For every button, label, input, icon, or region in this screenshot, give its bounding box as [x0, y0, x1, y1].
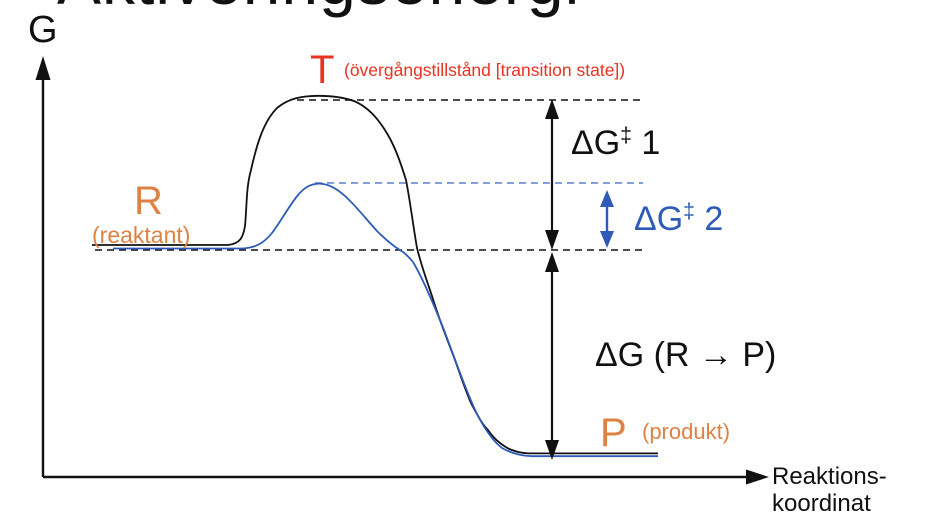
reactant-note: (reaktant) [92, 222, 191, 248]
reaction-energy-arrow [545, 252, 559, 460]
x-axis-label-line1: Reaktions- [772, 463, 887, 490]
delta-g2-base: ΔG [634, 200, 684, 238]
slide-title: Aktiveringsenergi [57, 0, 580, 14]
y-axis-arrow-icon [35, 56, 51, 80]
activation-energy-2-arrow [600, 190, 614, 248]
delta-g2-number: 2 [694, 200, 724, 238]
product-label: P [600, 411, 627, 455]
energy-curve-uncatalyzed [92, 94, 658, 455]
y-axis-label: G [28, 9, 58, 51]
transition-state-label: T [310, 48, 335, 92]
transition-state-note: (övergångstillstånd [transition state]) [344, 60, 626, 80]
x-axis-arrow-icon [746, 469, 769, 485]
delta-g1-base: ΔG [571, 124, 621, 162]
reactant-label: R [134, 179, 163, 223]
x-axis-label: Reaktions- koordinat [772, 463, 887, 517]
double-dagger-icon: ‡ [620, 124, 632, 148]
double-dagger-icon: ‡ [683, 200, 695, 224]
delta-g1-number: 1 [631, 124, 661, 162]
product-note: (produkt) [642, 419, 731, 444]
activation-energy-1-arrow [545, 99, 559, 250]
x-axis-label-line2: koordinat [772, 490, 871, 517]
delta-g-rp-label: ΔG (R → P) [595, 336, 777, 374]
energy-curve-catalyzed [113, 182, 658, 458]
delta-g2-label: ΔG‡ 2 [634, 200, 724, 238]
delta-g1-label: ΔG‡ 1 [571, 124, 661, 162]
